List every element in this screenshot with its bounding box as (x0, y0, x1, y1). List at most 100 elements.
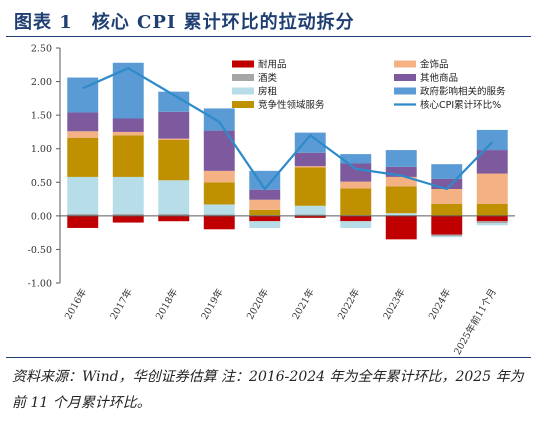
bar-segment-series-4-0 (67, 131, 99, 138)
legend-label-3: 其他商品 (420, 72, 458, 84)
bar-segment-series-1-2 (158, 213, 190, 216)
legend-swatch-0 (232, 60, 254, 68)
bar-segment-series-4-1 (112, 131, 144, 136)
bar-segment-series-6-4 (249, 170, 281, 190)
bar-segment-series-0-6 (340, 215, 372, 222)
legend-swatch-3 (394, 74, 416, 81)
bar-segment-series-2-0 (67, 176, 99, 214)
bar-segment-series-4-7 (385, 176, 417, 187)
bar-segment-series-2-5 (294, 205, 326, 215)
figure-title: 图表 1 核心 CPI 累计环比的拉动拆分 (14, 12, 355, 33)
bar-segment-series-4-8 (431, 189, 463, 204)
bar-segment-series-4-9 (476, 173, 508, 204)
bar-segment-series-2-9 (476, 223, 508, 226)
bar-segment-series-1-9 (476, 221, 508, 224)
bar-segment-series-4-6 (340, 181, 372, 189)
legend-label-2: 酒类 (258, 72, 278, 84)
x-tick-label-8: 2024年 (426, 286, 453, 322)
x-tick-label-1: 2017年 (108, 286, 135, 322)
bar-segment-series-6-6 (340, 154, 372, 164)
bar-segment-series-5-7 (385, 166, 417, 177)
bars-layer (67, 62, 508, 240)
bar-segment-series-3-2 (158, 139, 190, 181)
x-tick-label-3: 2019年 (199, 286, 226, 322)
bar-segment-series-5-0 (67, 112, 99, 132)
y-tick-label-7: 2.50 (31, 44, 52, 55)
legend-label-4: 房租 (258, 86, 278, 98)
legend-label-1: 金饰品 (420, 59, 449, 71)
legend-swatch-1 (394, 60, 416, 68)
bar-segment-series-0-2 (158, 215, 190, 222)
x-tick-label-2: 2018年 (153, 286, 180, 322)
y-tick-label-6: 2.00 (31, 77, 52, 88)
bar-segment-series-5-8 (431, 178, 463, 189)
legend-label-6: 竞争性领域服务 (258, 99, 325, 111)
bar-segment-series-5-5 (294, 152, 326, 167)
bar-segment-series-3-8 (431, 203, 463, 216)
bar-segment-series-5-6 (340, 163, 372, 182)
bar-segment-series-6-9 (476, 129, 508, 151)
legend-label-7: 核心CPI累计环比% (420, 99, 501, 111)
bar-segment-series-6-1 (112, 62, 144, 119)
figure-title-bar: 图表 1 核心 CPI 累计环比的拉动拆分 (6, 2, 531, 37)
bar-segment-series-3-7 (385, 186, 417, 214)
bar-segment-series-0-3 (203, 215, 235, 230)
bar-segment-series-2-4 (249, 221, 281, 228)
legend-swatch-6 (232, 101, 254, 108)
x-tick-label-4: 2020年 (244, 286, 271, 322)
bar-segment-series-0-0 (67, 215, 99, 228)
bar-segment-series-5-1 (112, 118, 144, 132)
bar-segment-series-2-6 (340, 221, 372, 228)
x-tick-label-5: 2021年 (290, 286, 317, 322)
line-layer (82, 67, 494, 191)
bar-segment-series-3-3 (203, 182, 235, 205)
y-tick-label-4: 1.00 (31, 144, 52, 155)
x-tick-label-7: 2023年 (381, 286, 408, 322)
x-tick-label-9: 2025年前11个月 (451, 287, 499, 357)
bar-segment-series-1-8 (431, 234, 463, 236)
legend-swatch-5 (394, 87, 416, 95)
bar-segment-series-6-8 (431, 164, 463, 179)
bar-segment-series-4-4 (249, 199, 281, 210)
bar-segment-series-2-1 (112, 176, 144, 214)
bar-segment-series-3-6 (340, 188, 372, 216)
bar-segment-series-1-1 (112, 213, 144, 216)
bar-segment-series-1-0 (67, 213, 99, 216)
legend-swatch-4 (232, 87, 254, 95)
bar-segment-series-6-3 (203, 108, 235, 131)
bar-segment-series-3-4 (249, 209, 281, 216)
bar-segment-series-6-7 (385, 150, 417, 167)
bar-segment-series-2-2 (158, 180, 190, 214)
bar-segment-series-0-4 (249, 215, 281, 222)
bar-segment-series-1-3 (203, 214, 235, 216)
bar-segment-series-2-7 (385, 213, 417, 216)
y-tick-label-2: 0.00 (31, 211, 52, 222)
bar-segment-series-0-9 (476, 215, 508, 222)
bar-segment-series-5-4 (249, 189, 281, 200)
x-tick-label-6: 2022年 (335, 286, 362, 322)
y-tick-label-3: 0.50 (31, 178, 52, 189)
bar-segment-series-0-5 (294, 215, 326, 218)
bar-segment-series-5-9 (476, 150, 508, 174)
y-tick-label-1: -0.50 (28, 245, 52, 256)
legend-swatch-2 (232, 74, 254, 81)
bar-segment-series-3-1 (112, 135, 144, 177)
source-note: 资料来源：Wind，华创证券估算 注：2016-2024 年为全年累计环比，20… (12, 369, 524, 411)
bar-segment-series-6-5 (294, 132, 326, 153)
bar-segment-series-3-5 (294, 167, 326, 206)
bar-segment-series-6-2 (158, 91, 190, 112)
bar-segment-series-2-8 (431, 236, 463, 238)
bar-segment-series-5-2 (158, 111, 190, 139)
bar-segment-series-2-3 (203, 204, 235, 215)
bar-segment-series-3-0 (67, 137, 99, 177)
legend-label-0: 耐用品 (258, 59, 287, 71)
bar-segment-series-4-3 (203, 170, 235, 183)
bar-segment-series-4-5 (294, 166, 326, 168)
bar-segment-series-0-1 (112, 215, 144, 223)
bar-segment-series-4-2 (158, 138, 190, 140)
core-cpi-line (82, 67, 494, 191)
y-tick-label-5: 1.50 (31, 111, 52, 122)
bar-segment-series-3-9 (476, 203, 508, 216)
x-tick-label-0: 2016年 (62, 286, 89, 322)
